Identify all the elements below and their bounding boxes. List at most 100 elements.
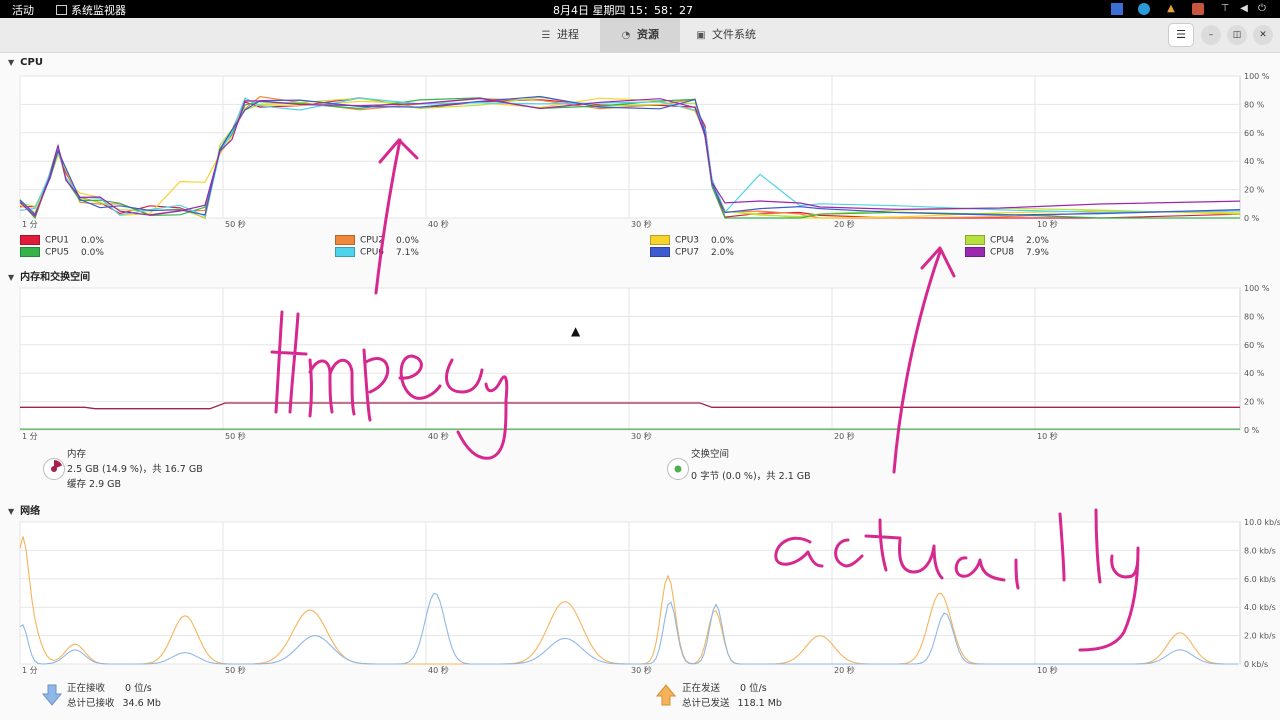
chevron-down-icon: ▼ — [8, 507, 15, 516]
memory-section-header[interactable]: ▼ 内存和交换空间 — [8, 268, 90, 283]
y-tick-label: 20 % — [1244, 186, 1265, 195]
x-tick-label: 40 秒 — [428, 431, 449, 441]
y-tick-label: 6.0 kb/s — [1244, 575, 1276, 584]
app-menu[interactable]: 系统监视器 — [56, 2, 126, 18]
y-tick-label: 60 % — [1244, 341, 1265, 350]
upload-arrow-glyph — [655, 684, 677, 706]
y-tick-label: 8.0 kb/s — [1244, 546, 1276, 555]
cpu-series-line — [19, 95, 1241, 220]
color-swatch[interactable] — [965, 247, 985, 257]
x-tick-label: 50 秒 — [225, 431, 246, 441]
cpu-history-graph: 100 % 80 % 60 % 40 % 20 % 0 % 1 分 50 秒 40 秒 30 秒 2… — [19, 72, 1270, 229]
receiving-series-line — [19, 592, 1238, 665]
x-tick-label: 10 秒 — [1037, 219, 1058, 229]
list-icon: ☰ — [541, 30, 551, 41]
legend-cpu1[interactable]: CPU1 0.0% — [20, 235, 104, 246]
chevron-down-icon: ▼ — [8, 273, 15, 282]
y-tick-label: 80 % — [1244, 100, 1265, 109]
cpu-series-line — [19, 97, 1241, 218]
memory-pie[interactable] — [43, 458, 65, 480]
tray-app2-icon[interactable] — [1192, 3, 1204, 15]
header-bar: ☰ 进程 ◔ 资源 ▣ 文件系统 ☰ – ◫ ✕ — [0, 18, 1280, 53]
tab-resources[interactable]: ◔ 资源 — [600, 18, 680, 52]
tray-browser-icon[interactable] — [1138, 3, 1150, 15]
tray-cat-icon[interactable]: ▲ — [1167, 3, 1175, 14]
tab-filesystems[interactable]: ▣ 文件系统 — [686, 18, 766, 52]
x-tick-label: 20 秒 — [834, 431, 855, 441]
tab-processes[interactable]: ☰ 进程 — [530, 18, 590, 52]
legend-cpu5[interactable]: CPU5 0.0% — [20, 247, 104, 258]
main-menu-button[interactable]: ☰ — [1168, 23, 1194, 47]
cpu-series-line — [19, 97, 1241, 219]
legend-label: CPU2 — [360, 235, 385, 246]
app-name-label: 系统监视器 — [71, 4, 126, 17]
cpu-plot-area — [19, 75, 1241, 219]
color-swatch[interactable] — [20, 247, 40, 257]
swap-label: 交换空间 — [691, 449, 730, 460]
volume-icon[interactable]: ◀ — [1240, 3, 1248, 14]
y-tick-label: 80 % — [1244, 312, 1265, 321]
legend-value: 0.0% — [81, 247, 104, 258]
sending-rate: 0 位/s — [740, 683, 767, 694]
close-button[interactable]: ✕ — [1253, 25, 1273, 45]
y-tick-label: 4.0 kb/s — [1244, 603, 1276, 612]
swap-pie[interactable] — [667, 458, 689, 480]
x-tick-label: 50 秒 — [225, 665, 246, 675]
y-tick-label: 0 % — [1244, 214, 1260, 223]
x-tick-label: 30 秒 — [631, 219, 652, 229]
legend-label: CPU4 — [990, 235, 1015, 246]
y-tick-label: 40 % — [1244, 369, 1265, 378]
drive-icon: ▣ — [696, 30, 706, 41]
color-swatch[interactable] — [20, 235, 40, 245]
receiving-label: 正在接收 — [67, 683, 106, 694]
legend-cpu4[interactable]: CPU4 2.0% — [965, 235, 1049, 246]
color-swatch[interactable] — [650, 247, 670, 257]
memory-usage: 2.5 GB (14.9 %)，共 16.7 GB — [67, 464, 203, 475]
mouse-cursor: ▲ — [571, 324, 581, 338]
legend-label: CPU1 — [45, 235, 70, 246]
memory-section-title: 内存和交换空间 — [20, 272, 91, 283]
tray-app-icon[interactable] — [1111, 3, 1123, 15]
legend-cpu2[interactable]: CPU2 0.0% — [335, 235, 419, 246]
x-tick-label: 30 秒 — [631, 431, 652, 441]
total-received-label: 总计已接收 — [67, 698, 115, 709]
network-section-header[interactable]: ▼ 网络 — [8, 502, 40, 517]
y-tick-label: 2.0 kb/s — [1244, 632, 1276, 641]
minimize-button[interactable]: – — [1201, 25, 1221, 45]
color-swatch[interactable] — [965, 235, 985, 245]
maximize-button[interactable]: ◫ — [1227, 25, 1247, 45]
color-swatch[interactable] — [650, 235, 670, 245]
upload-arrow-icon[interactable] — [655, 684, 677, 706]
network-plot-area — [19, 521, 1241, 665]
legend-cpu7[interactable]: CPU7 2.0% — [650, 247, 734, 258]
activities-button[interactable]: 活动 — [12, 4, 34, 17]
send-info: 正在发送 0 位/s 总计已发送 118.1 Mb — [682, 681, 782, 711]
cpu-section-title: CPU — [20, 57, 43, 68]
legend-cpu8[interactable]: CPU8 7.9% — [965, 247, 1049, 258]
power-icon[interactable]: ⏻ — [1258, 3, 1266, 14]
download-arrow-icon[interactable] — [41, 684, 63, 706]
x-tick-label: 30 秒 — [631, 665, 652, 675]
legend-cpu6[interactable]: CPU6 7.1% — [335, 247, 419, 258]
memory-label: 内存 — [67, 449, 87, 460]
network-status-icon[interactable]: ⊤ — [1220, 3, 1230, 14]
gauge-icon: ◔ — [621, 30, 631, 41]
cpu-series-line — [19, 97, 1240, 220]
cpu-series-line — [19, 95, 1241, 216]
x-tick-label: 50 秒 — [225, 219, 246, 229]
cpu-section-header[interactable]: ▼ CPU — [8, 57, 43, 68]
legend-cpu3[interactable]: CPU3 0.0% — [650, 235, 734, 246]
clock[interactable]: 8月4日 星期四 15：58：27 — [553, 4, 693, 17]
memory-history-graph: 100 % 80 % 60 % 40 % 20 % 0 % 1 分 50 秒 40 秒 30 秒 2… — [19, 284, 1270, 441]
color-swatch[interactable] — [335, 235, 355, 245]
download-arrow-glyph — [41, 684, 63, 706]
receive-info: 正在接收 0 位/s 总计已接收 34.6 Mb — [67, 681, 161, 711]
chevron-down-icon: ▼ — [8, 58, 15, 67]
y-tick-label: 0 % — [1244, 426, 1260, 435]
color-swatch[interactable] — [335, 247, 355, 257]
legend-label: CPU8 — [990, 247, 1015, 258]
y-tick-label: 10.0 kb/s — [1244, 518, 1280, 527]
sending-label: 正在发送 — [682, 683, 721, 694]
legend-value: 7.9% — [1026, 247, 1049, 258]
swap-pie-chart — [674, 465, 682, 473]
